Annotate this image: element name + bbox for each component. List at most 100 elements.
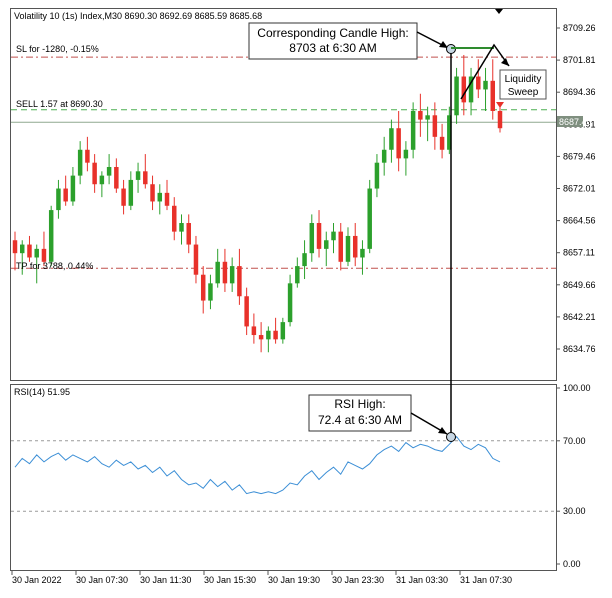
candle-body xyxy=(331,231,336,241)
candle-body xyxy=(447,115,452,150)
candle-body xyxy=(106,166,112,176)
candle-body xyxy=(324,240,329,249)
candle-body xyxy=(85,149,90,163)
price-tick-label: 8701.81 xyxy=(563,55,596,65)
time-tick-label: 31 Jan 03:30 xyxy=(396,575,448,585)
candle-body xyxy=(454,76,459,116)
time-tick-label: 30 Jan 11:30 xyxy=(140,575,191,585)
price-tick-label: 8672.01 xyxy=(563,184,596,194)
candle-body xyxy=(164,192,170,206)
liquidity-line1: Liquidity xyxy=(505,74,542,85)
rsi-tick-label: 0.00 xyxy=(563,559,581,569)
candle-body xyxy=(172,205,177,232)
candle-body xyxy=(389,128,394,150)
sl-label: SL for -1280, -0.15% xyxy=(16,44,99,54)
rsi-tick-label: 70.00 xyxy=(563,436,586,446)
rsi-tick-label: 30.00 xyxy=(563,506,586,516)
candle-body xyxy=(244,296,249,327)
candle-body xyxy=(258,335,264,340)
candle-body xyxy=(418,110,423,120)
time-tick-label: 30 Jan 19:30 xyxy=(268,575,320,585)
candle-body xyxy=(490,80,496,111)
candle-body xyxy=(410,110,416,150)
candle-body xyxy=(19,244,25,254)
candle-body xyxy=(381,149,387,163)
candle-body xyxy=(280,322,286,340)
candle-body xyxy=(229,266,235,284)
candle-high-arrowhead-icon xyxy=(439,41,448,48)
candle-body xyxy=(179,223,184,232)
rsi-header: RSI(14) 51.95 xyxy=(14,387,70,397)
chart-title: Volatility 10 (1s) Index,M30 8690.30 869… xyxy=(14,11,262,21)
candle-body xyxy=(12,240,18,254)
time-tick-label: 31 Jan 07:30 xyxy=(460,575,512,585)
candle-body xyxy=(121,188,126,206)
rsi-high-line1: RSI High: xyxy=(334,397,385,411)
current-price-badge xyxy=(557,116,583,127)
rsi-high-marker xyxy=(446,432,456,442)
rsi-axis: 100.00 70.00 30.00 0.00 xyxy=(556,383,591,569)
candle-body xyxy=(461,76,467,103)
candle-body xyxy=(128,179,134,206)
candle-high-box xyxy=(248,22,418,60)
candle-body xyxy=(403,149,409,159)
candle-body xyxy=(345,235,351,262)
candle-body xyxy=(77,149,83,176)
candle-body xyxy=(186,223,191,245)
rsi-high-line2: 72.4 at 6:30 AM xyxy=(318,413,402,427)
rsi-line xyxy=(14,435,501,495)
candle-body xyxy=(135,171,141,180)
candle-body xyxy=(287,283,293,323)
candle-body xyxy=(157,192,163,202)
candle-body xyxy=(193,244,199,275)
time-tick-label: 30 Jan 2022 xyxy=(12,575,62,585)
candle-body xyxy=(70,175,76,202)
sell-arrow-icon xyxy=(496,102,504,108)
time-tick-label: 30 Jan 23:30 xyxy=(332,575,384,585)
candle-body xyxy=(360,248,365,258)
candle-body xyxy=(295,266,300,284)
candle-body xyxy=(150,184,155,202)
sweep-path xyxy=(460,43,510,100)
candle-body xyxy=(114,166,119,189)
tp-label: TP for 3788, 0.44% xyxy=(16,261,93,271)
price-tick-label: 8664.56 xyxy=(563,216,596,226)
candle-body xyxy=(92,162,97,185)
candle-body xyxy=(338,231,343,262)
candle-body xyxy=(302,253,307,267)
sell-label: SELL 1.57 at 8690.30 xyxy=(16,99,103,109)
candle-body xyxy=(316,223,322,249)
candle-body xyxy=(497,110,503,129)
sweep-arrowhead-icon xyxy=(501,58,509,66)
candle-body xyxy=(425,115,430,120)
rsi-tick-label: 100.00 xyxy=(563,383,591,393)
top-marker-icon xyxy=(495,9,503,14)
liquidity-box xyxy=(499,69,547,100)
candle-body xyxy=(352,235,358,258)
candle-body xyxy=(367,188,372,249)
rsi-high-box xyxy=(308,394,412,432)
price-tick-label: 8679.46 xyxy=(563,151,596,161)
candle-body xyxy=(41,248,47,262)
candle-body xyxy=(468,76,474,103)
current-price-value: 8687.40 xyxy=(559,117,592,127)
rsi-high-arrowhead-icon xyxy=(438,427,447,434)
candle-body xyxy=(208,283,213,301)
price-tick-label: 8657.11 xyxy=(563,248,595,258)
price-tick-label: 8649.66 xyxy=(563,280,596,290)
candle-body xyxy=(27,244,32,258)
price-tick-label: 8694.36 xyxy=(563,87,596,97)
candles xyxy=(12,54,503,353)
candle-body xyxy=(237,266,242,297)
candle-body xyxy=(99,175,105,185)
candle-body xyxy=(200,274,206,301)
candle-body xyxy=(266,330,271,340)
candle-body xyxy=(34,248,39,258)
candle-body xyxy=(439,136,445,150)
price-tick-label: 8642.21 xyxy=(563,312,596,322)
candle-body xyxy=(56,188,61,211)
candle-body xyxy=(396,128,401,159)
price-tick-label: 8709.26 xyxy=(563,23,596,33)
candle-body xyxy=(273,330,278,340)
candle-body xyxy=(476,76,481,90)
